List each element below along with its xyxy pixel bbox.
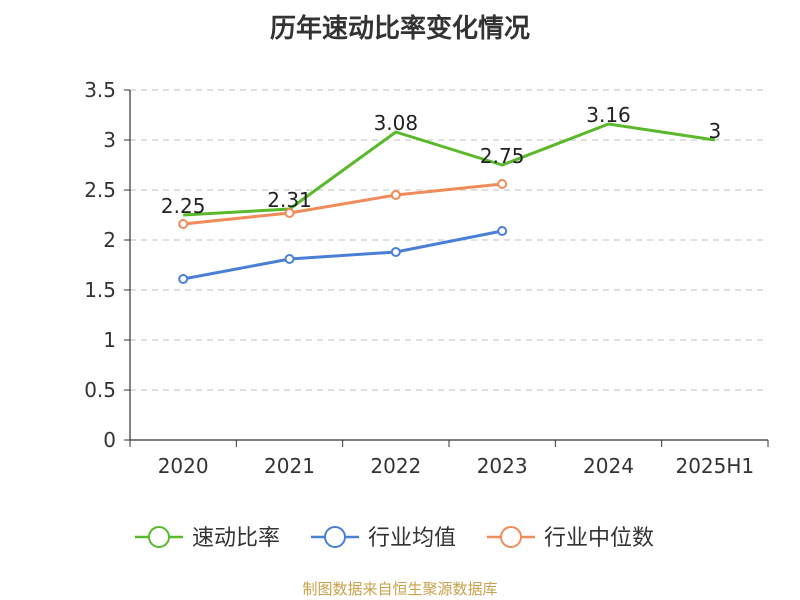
source-note: 制图数据来自恒生聚源数据库	[302, 580, 498, 598]
legend-label-1: 速动比率	[192, 526, 280, 551]
data-label: 2.25	[161, 194, 206, 218]
data-point	[497, 179, 508, 189]
series-line-2	[182, 229, 503, 281]
y-tick-label: 1.5	[84, 278, 116, 302]
data-point	[178, 274, 189, 284]
data-point	[390, 190, 401, 200]
y-tick-label: 0.5	[84, 378, 116, 402]
x-tick-label: 2025H1	[675, 454, 754, 478]
y-tick-label: 2.5	[84, 178, 116, 202]
data-label: 3.16	[586, 103, 631, 127]
y-tick-label: 0	[103, 428, 116, 452]
chart-title: 历年速动比率变化情况	[269, 14, 530, 44]
data-point	[390, 247, 401, 257]
data-label: 2.31	[267, 188, 312, 212]
series-line-1	[183, 122, 716, 217]
legend-label-2: 行业均值	[368, 526, 456, 551]
x-tick-label: 2022	[370, 454, 421, 478]
series-line-3	[183, 182, 503, 226]
legend-marker-2	[324, 526, 346, 548]
data-label: 2.75	[480, 144, 525, 168]
y-tick-label: 2	[103, 228, 116, 252]
data-label: 3	[708, 119, 721, 143]
x-tick-label: 2020	[158, 454, 209, 478]
legend-marker-3	[500, 526, 522, 548]
y-tick-label: 3.5	[84, 78, 116, 102]
data-point	[178, 219, 189, 229]
y-tick-label: 3	[103, 128, 116, 152]
x-tick-label: 2023	[477, 454, 528, 478]
x-tick-label: 2024	[583, 454, 634, 478]
legend-label-3: 行业中位数	[544, 526, 654, 551]
data-point	[284, 208, 295, 218]
legend-marker-1	[148, 526, 170, 548]
data-point	[497, 226, 508, 236]
data-point	[284, 254, 295, 264]
y-tick-label: 1	[103, 328, 116, 352]
x-tick-label: 2021	[264, 454, 315, 478]
data-label: 3.08	[374, 111, 419, 135]
